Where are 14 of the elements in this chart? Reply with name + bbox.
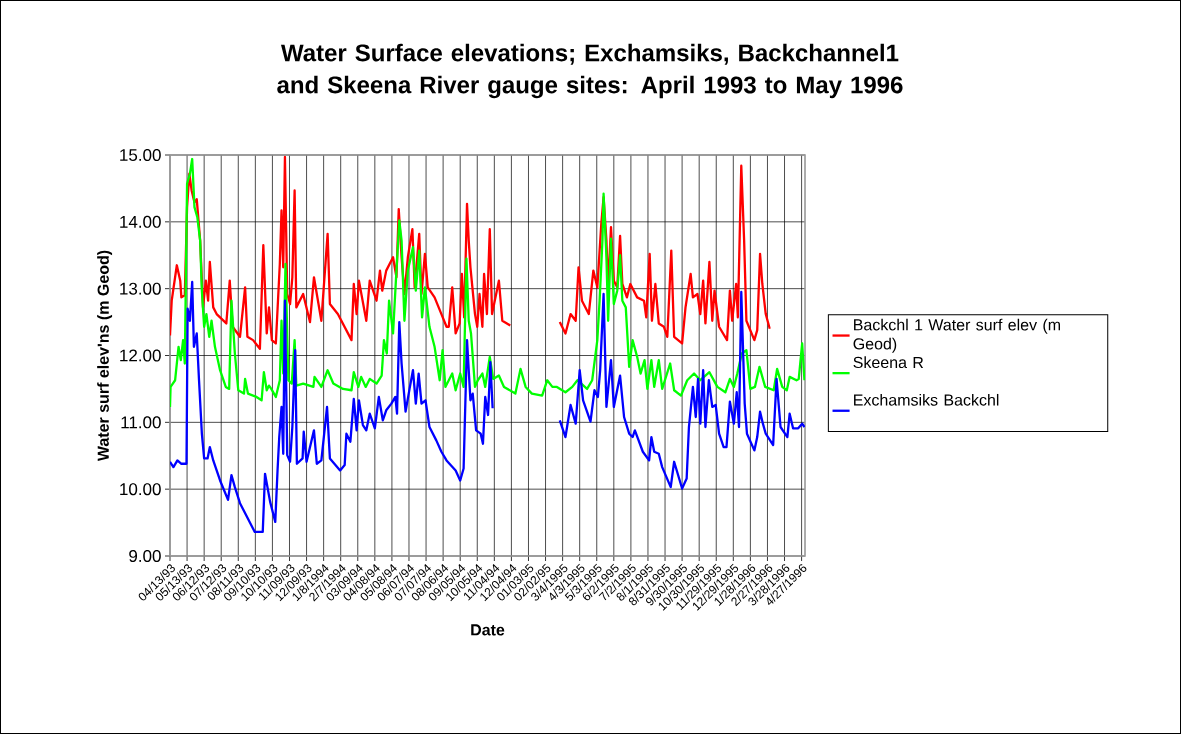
chart-title: Water Surface elevations; Exchamsiks, Backchannel1 and Skeena River gauge sites: April 1993 to May 1996 <box>277 43 903 99</box>
legend-label: Skeena R <box>853 356 924 369</box>
legend-label: Exchamsiks Backchl <box>854 393 999 406</box>
y-axis-title: Water surf elev'ns (m Geod) <box>97 250 113 462</box>
y-tick-label: 12.00 <box>120 349 161 362</box>
y-tick-label: 9.00 <box>129 549 161 563</box>
y-tick-label: 11.00 <box>121 416 161 429</box>
y-tick-label: 15.00 <box>120 148 161 162</box>
line-series <box>170 157 806 409</box>
x-axis-title: Date <box>471 624 505 636</box>
y-tick-label: 14.00 <box>120 215 161 228</box>
legend-label: Backchl 1 Water surf elev (m Geod) <box>853 318 1060 353</box>
y-tick-label: 10.00 <box>120 483 161 496</box>
y-tick-label: 13.00 <box>120 282 161 295</box>
